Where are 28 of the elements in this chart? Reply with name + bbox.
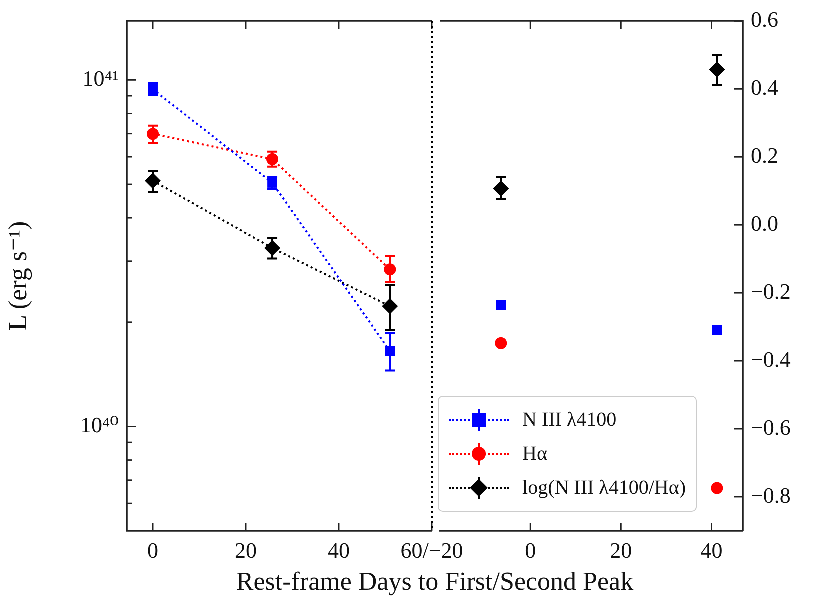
y-tick-label: 10⁴⁰ [80, 412, 120, 438]
y2-tick-label: 0.6 [751, 6, 778, 32]
y2-tick-label: 0.2 [751, 142, 778, 168]
y2-tick-label: 0.4 [751, 74, 778, 100]
y2-tick-label: 0.0 [751, 210, 778, 236]
x-tick-label: 40 [700, 538, 723, 563]
x-tick-label: 20 [235, 538, 258, 563]
point [711, 482, 724, 494]
x-tick-label: 40 [328, 538, 350, 563]
point [495, 337, 508, 350]
x-tick-label: 0 [525, 538, 536, 563]
x-axis-title: Rest-frame Days to First/Second Peak [236, 567, 634, 596]
point [496, 300, 506, 310]
legend-label: N III λ4100 [522, 408, 617, 432]
point [384, 264, 396, 276]
y-axis-title: L (erg s⁻¹) [3, 221, 32, 331]
point [147, 128, 160, 140]
y2-tick-label: −0.4 [751, 346, 791, 372]
x-tick-label: 0 [148, 538, 159, 563]
legend-label: Hα [522, 442, 548, 466]
legend-label: log(N III λ4100/Hα) [522, 476, 686, 500]
x-tick-label: 20 [610, 538, 632, 563]
y-tick-label: 10⁴¹ [82, 66, 119, 91]
point [712, 325, 722, 336]
x-tick-label: 60/−20 [400, 538, 464, 563]
y2-tick-label: −0.8 [751, 482, 791, 508]
y2-tick-label: −0.6 [751, 414, 791, 440]
y2-tick-label: −0.2 [751, 278, 791, 304]
